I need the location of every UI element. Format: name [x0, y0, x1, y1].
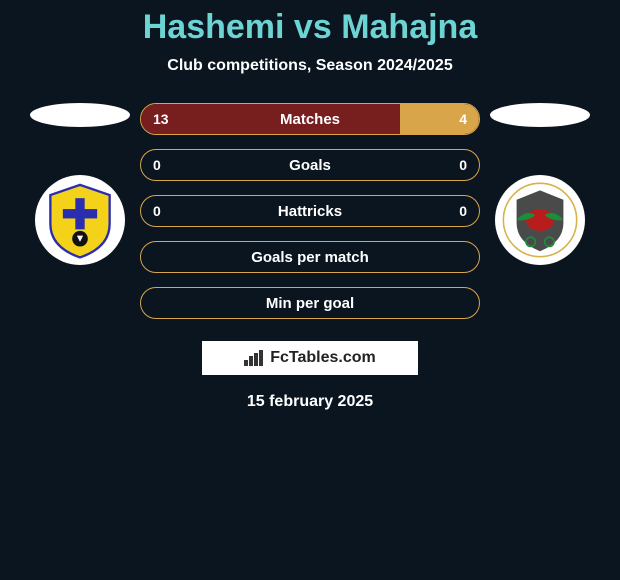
shield-icon	[41, 181, 119, 259]
right-team-badge	[495, 175, 585, 265]
date-text: 15 february 2025	[247, 393, 373, 411]
stat-value-right: 0	[459, 157, 467, 173]
stats-column: Matches134Goals00Hattricks00Goals per ma…	[140, 103, 480, 319]
infographic-container: Hashemi vs Mahajna Club competitions, Se…	[0, 0, 620, 580]
stat-label: Matches	[141, 111, 479, 128]
stat-bar: Min per goal	[140, 287, 480, 319]
stat-bar: Matches13 4	[140, 103, 480, 135]
stat-value-right: 4	[459, 111, 467, 127]
stats-area: Matches134Goals00Hattricks00Goals per ma…	[0, 103, 620, 319]
stat-bar: Goals per match	[140, 241, 480, 273]
right-ellipse	[490, 103, 590, 127]
page-title: Hashemi vs Mahajna	[143, 8, 477, 47]
branding-text: FcTables.com	[270, 349, 376, 367]
right-column	[480, 103, 600, 265]
stat-value-right: 0	[459, 203, 467, 219]
stat-label: Min per goal	[141, 295, 479, 312]
stat-label: Goals per match	[141, 249, 479, 266]
stat-label: Hattricks	[141, 203, 479, 220]
subtitle: Club competitions, Season 2024/2025	[167, 57, 452, 75]
left-column	[20, 103, 140, 265]
emblem-icon	[501, 181, 579, 259]
stat-label: Goals	[141, 157, 479, 174]
left-team-badge	[35, 175, 125, 265]
bar-chart-icon	[244, 350, 264, 366]
stat-value-left: 0	[153, 157, 161, 173]
stat-bar: Goals0 0	[140, 149, 480, 181]
left-ellipse	[30, 103, 130, 127]
branding-badge: FcTables.com	[202, 341, 418, 375]
stat-bar: Hattricks0 0	[140, 195, 480, 227]
stat-value-left: 13	[153, 111, 169, 127]
stat-value-left: 0	[153, 203, 161, 219]
